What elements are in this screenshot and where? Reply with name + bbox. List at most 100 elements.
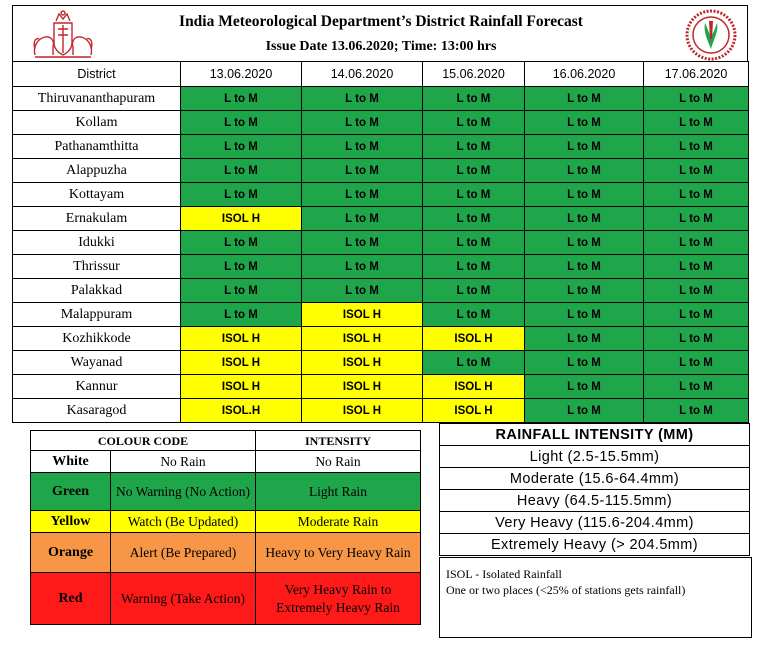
forecast-cell: L to M xyxy=(643,398,749,423)
isol-note: ISOL - Isolated Rainfall One or two plac… xyxy=(439,557,752,638)
forecast-cell: L to M xyxy=(524,278,644,303)
date-column-header: 15.06.2020 xyxy=(422,61,525,87)
forecast-cell: L to M xyxy=(643,278,749,303)
forecast-cell: L to M xyxy=(524,230,644,255)
district-name: Kottayam xyxy=(12,182,181,207)
forecast-cell: L to M xyxy=(301,158,423,183)
colour-meaning: No Rain xyxy=(110,450,256,473)
forecast-cell: L to M xyxy=(180,86,302,111)
forecast-table: District 13.06.2020 14.06.2020 15.06.2020 16… xyxy=(12,61,749,423)
forecast-cell: ISOL H xyxy=(180,350,302,375)
forecast-cell: L to M xyxy=(524,182,644,207)
forecast-cell: L to M xyxy=(180,302,302,327)
rainfall-intensity-row: Very Heavy (115.6-204.4mm) xyxy=(439,511,750,534)
rainfall-intensity-table: RAINFALL INTENSITY (MM) Light (2.5-15.5mm… xyxy=(439,423,750,556)
forecast-cell: ISOL H xyxy=(301,302,423,327)
forecast-cell: L to M xyxy=(301,206,423,231)
colour-intensity: No Rain xyxy=(255,450,421,473)
kerala-emblem-icon xyxy=(33,10,93,58)
report-header: India Meteorological Department’s Distri… xyxy=(12,5,748,61)
rainfall-intensity-range: Very Heavy (115.6-204.4mm) xyxy=(439,511,750,534)
forecast-cell: L to M xyxy=(524,206,644,231)
forecast-cell: ISOL H xyxy=(422,398,525,423)
forecast-cell: L to M xyxy=(643,182,749,207)
date-column-header: 17.06.2020 xyxy=(643,61,749,87)
forecast-cell: L to M xyxy=(524,134,644,159)
district-name: Kannur xyxy=(12,374,181,399)
colour-intensity: Moderate Rain xyxy=(255,510,421,533)
rainfall-intensity-range: Heavy (64.5-115.5mm) xyxy=(439,489,750,512)
colour-intensity: Heavy to Very Heavy Rain xyxy=(255,532,421,573)
note-line-1: ISOL - Isolated Rainfall xyxy=(446,567,562,581)
forecast-cell: L to M xyxy=(422,182,525,207)
date-column-header: 13.06.2020 xyxy=(180,61,302,87)
forecast-header-row: District 13.06.2020 14.06.2020 15.06.2020 16… xyxy=(12,61,749,87)
district-name: Idukki xyxy=(12,230,181,255)
forecast-cell: L to M xyxy=(301,134,423,159)
colour-code-header: COLOUR CODE xyxy=(30,430,256,451)
forecast-cell: L to M xyxy=(524,86,644,111)
forecast-cell: L to M xyxy=(643,134,749,159)
forecast-cell: L to M xyxy=(524,350,644,375)
colour-meaning: No Warning (No Action) xyxy=(110,472,256,511)
forecast-cell: L to M xyxy=(643,374,749,399)
district-column-header: District xyxy=(12,61,181,87)
forecast-cell: L to M xyxy=(180,158,302,183)
forecast-cell: ISOL H xyxy=(301,398,423,423)
colour-name: White xyxy=(30,450,111,473)
forecast-cell: L to M xyxy=(643,254,749,279)
forecast-cell: L to M xyxy=(643,302,749,327)
forecast-cell: ISOL H xyxy=(422,374,525,399)
rainfall-intensity-range: Light (2.5-15.5mm) xyxy=(439,445,750,468)
forecast-cell: L to M xyxy=(524,398,644,423)
forecast-cell: L to M xyxy=(180,254,302,279)
forecast-cell: L to M xyxy=(301,86,423,111)
colour-meaning: Watch (Be Updated) xyxy=(110,510,256,533)
date-column-header: 16.06.2020 xyxy=(524,61,644,87)
forecast-cell: L to M xyxy=(422,278,525,303)
district-name: Kozhikkode xyxy=(12,326,181,351)
district-name: Thrissur xyxy=(12,254,181,279)
forecast-cell: L to M xyxy=(524,110,644,135)
rainfall-intensity-row: Extremely Heavy (> 204.5mm) xyxy=(439,533,750,556)
district-name: Thiruvananthapuram xyxy=(12,86,181,111)
colour-code-row: Green No Warning (No Action) Light Rain xyxy=(30,472,421,511)
forecast-cell: ISOL H xyxy=(301,374,423,399)
rainfall-intensity-header-row: RAINFALL INTENSITY (MM) xyxy=(439,423,750,446)
colour-meaning: Warning (Take Action) xyxy=(110,572,256,625)
note-line-2: One or two places (<25% of stations gets… xyxy=(446,583,686,597)
forecast-cell: ISOL H xyxy=(180,326,302,351)
rainfall-intensity-title: RAINFALL INTENSITY (MM) xyxy=(439,423,750,446)
district-name: Wayanad xyxy=(12,350,181,375)
rainfall-intensity-range: Extremely Heavy (> 204.5mm) xyxy=(439,533,750,556)
forecast-cell: L to M xyxy=(524,326,644,351)
district-name: Ernakulam xyxy=(12,206,181,231)
forecast-cell: L to M xyxy=(301,278,423,303)
forecast-cell: L to M xyxy=(422,254,525,279)
imd-logo-icon xyxy=(685,9,737,61)
forecast-cell: L to M xyxy=(643,326,749,351)
forecast-cell: L to M xyxy=(180,134,302,159)
rainfall-intensity-row: Moderate (15.6-64.4mm) xyxy=(439,467,750,490)
forecast-cell: L to M xyxy=(643,206,749,231)
forecast-cell: L to M xyxy=(180,230,302,255)
forecast-cell: L to M xyxy=(422,110,525,135)
forecast-cell: L to M xyxy=(422,302,525,327)
forecast-cell: ISOL.H xyxy=(180,398,302,423)
forecast-cell: L to M xyxy=(524,374,644,399)
rainfall-intensity-row: Light (2.5-15.5mm) xyxy=(439,445,750,468)
forecast-cell: L to M xyxy=(180,182,302,207)
forecast-cell: ISOL H xyxy=(180,206,302,231)
forecast-cell: L to M xyxy=(180,278,302,303)
forecast-cell: L to M xyxy=(180,110,302,135)
